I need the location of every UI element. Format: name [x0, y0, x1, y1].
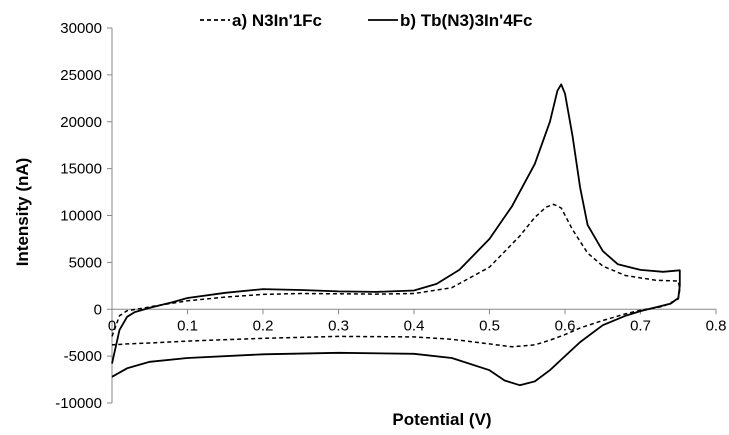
legend-label: b) Tb(N3)3In'4Fc	[400, 11, 533, 30]
x-tick-label: 0.7	[630, 317, 651, 334]
legend: a) N3In'1Fc b) Tb(N3)3In'4Fc	[200, 11, 533, 30]
x-tick-label: 0	[108, 317, 116, 334]
axes: -10000 -5000 0 5000 10000 15000 20000 25000 3000…	[55, 20, 726, 412]
y-tick-label: 25000	[60, 67, 102, 84]
y-tick-label: -5000	[64, 348, 102, 365]
legend-label: a) N3In'1Fc	[232, 11, 322, 30]
series-line-a	[111, 203, 681, 348]
series-layer	[111, 83, 681, 387]
y-axis-title: Intensity (nA)	[13, 158, 32, 267]
series-line-b	[111, 83, 681, 387]
y-tick-label: 30000	[60, 20, 102, 37]
y-tick-label: 10000	[60, 208, 102, 225]
x-tick-label: 0.1	[177, 317, 198, 334]
y-tick-label: -10000	[55, 395, 102, 412]
y-tick-label: 5000	[69, 254, 102, 271]
y-tick-label: 0	[94, 301, 102, 318]
x-tick-label: 0.3	[328, 317, 349, 334]
x-axis-title: Potential (V)	[392, 410, 491, 429]
x-tick-label: 0.4	[404, 317, 425, 334]
x-tick-label: 0.8	[706, 317, 727, 334]
x-tick-label: 0.6	[555, 317, 576, 334]
x-tick-label: 0.2	[253, 317, 274, 334]
x-tick-label: 0.5	[479, 317, 500, 334]
y-tick-label: 15000	[60, 161, 102, 178]
y-tick-label: 20000	[60, 114, 102, 131]
